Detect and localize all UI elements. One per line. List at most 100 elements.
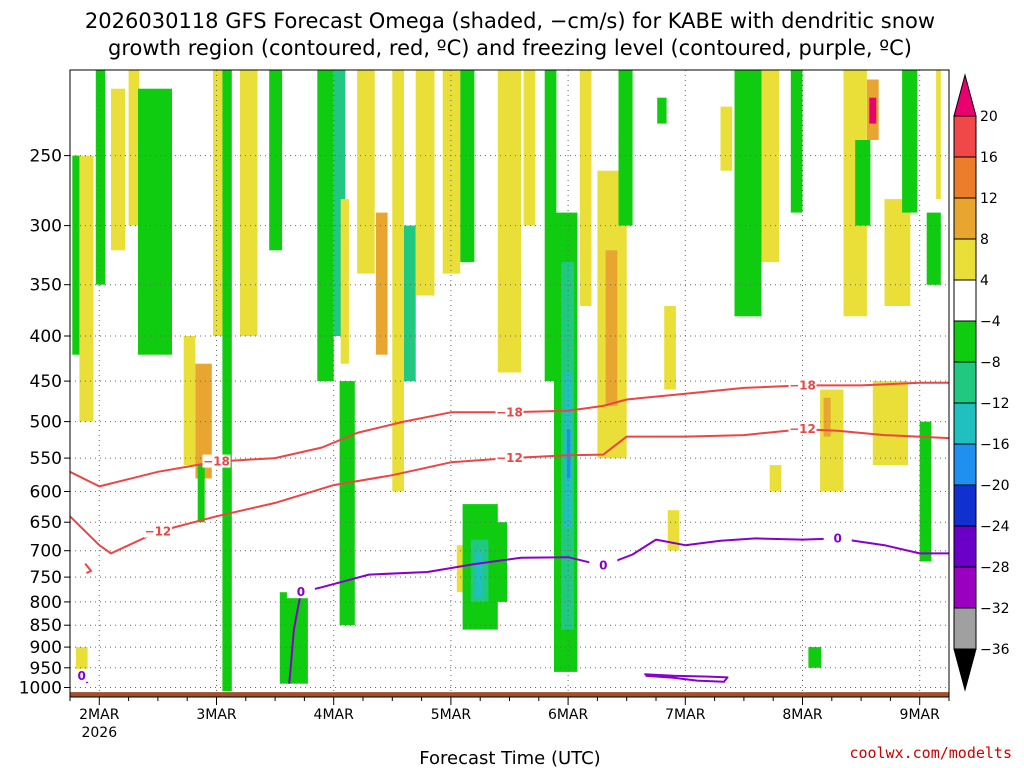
contour-label: −12	[145, 525, 172, 539]
omega-region	[761, 70, 780, 263]
time-tick-label: 2MAR	[79, 707, 120, 723]
omega-region	[375, 212, 388, 355]
omega-region	[195, 363, 212, 479]
colorbar-band	[953, 443, 977, 486]
omega-region	[111, 88, 126, 251]
ground-strip	[70, 692, 949, 697]
omega-region	[239, 70, 258, 336]
omega-region	[183, 336, 196, 466]
omega-region	[579, 70, 592, 306]
pressure-tick-label: 650	[30, 513, 62, 533]
colorbar-tick-label: −28	[980, 560, 1010, 576]
omega-region	[523, 70, 536, 226]
omega-region	[926, 212, 941, 285]
chart-title-line-1: 2026030118 GFS Forecast Omega (shaded, −…	[85, 9, 935, 33]
temperature-contours: −18 −18 −18 −12 −12 −12 0 0 0 0	[67, 378, 950, 684]
time-tick-sublabel: 2026	[81, 725, 117, 741]
contour-label: −18	[496, 405, 523, 419]
omega-region	[456, 545, 465, 593]
time-axis: 2MAR 2026 3MAR 4MAR 5MAR 6MAR 7MAR 8MAR 9MAR	[69, 697, 950, 741]
x-axis-label: Forecast Time (UTC)	[419, 748, 600, 768]
omega-region	[404, 225, 416, 382]
colorbar-tick-label: −12	[980, 396, 1010, 412]
pressure-tick-label: 850	[30, 616, 62, 636]
omega-region	[128, 70, 140, 226]
contour-label: −12	[789, 422, 816, 436]
contour-label-bg	[143, 524, 172, 538]
omega-region	[936, 70, 941, 200]
colorbar-band	[953, 279, 977, 322]
omega-region	[566, 429, 571, 479]
pressure-tick-label: 500	[30, 413, 62, 433]
colorbar-band	[953, 361, 977, 404]
chart-title-line-2: growth region (contoured, red, ºC) and f…	[108, 36, 912, 60]
colorbar-tick-label: −16	[980, 437, 1010, 453]
omega-region	[475, 550, 483, 598]
contour-label: −18	[789, 378, 816, 392]
ground-terrain	[70, 692, 949, 697]
contour-label-bg	[589, 558, 618, 572]
colorbar-tick-label: 12	[980, 191, 998, 207]
pressure-tick-label: 350	[30, 276, 62, 296]
freezing-level-contour	[644, 673, 729, 683]
omega-region	[657, 97, 667, 124]
plot-area: −18 −18 −18 −12 −12 −12 0 0 0 0	[67, 69, 950, 698]
pressure-tick-label: 700	[30, 542, 62, 562]
omega-region	[902, 70, 918, 213]
colorbar-band	[953, 484, 977, 527]
omega-region	[720, 106, 733, 171]
contour-label: −18	[203, 455, 230, 469]
colorbar-band	[953, 320, 977, 363]
omega-region	[808, 647, 822, 668]
omega-region	[72, 155, 81, 355]
colorbar-tick-label: 8	[980, 232, 989, 248]
contour-label: 0	[834, 531, 842, 545]
contour-label: 0	[78, 669, 86, 683]
omega-region	[415, 70, 435, 296]
pressure-tick-label: 300	[30, 217, 62, 237]
time-tick-label: 9MAR	[900, 707, 941, 723]
contour-label-bg	[823, 531, 852, 545]
contour-label-bg	[286, 585, 315, 599]
omega-region	[442, 70, 461, 274]
omega-region	[872, 381, 908, 465]
pressure-tick-label: 550	[30, 449, 62, 469]
contour-label-bg	[202, 454, 231, 468]
colorbar-band	[953, 566, 977, 609]
omega-region	[340, 199, 349, 364]
omega-region	[497, 70, 522, 373]
colorbar-tick-label: −8	[980, 355, 1001, 371]
colorbar-bottom-arrow	[953, 648, 977, 692]
colorbar-band	[953, 402, 977, 445]
contour-label: −12	[496, 451, 523, 465]
time-tick-label: 3MAR	[196, 707, 237, 723]
colorbar-band	[953, 197, 977, 240]
omega-region	[869, 97, 877, 124]
omega-region	[269, 70, 283, 251]
omega-shading	[72, 70, 941, 692]
credit-text: coolwx.com/modelts	[849, 744, 1012, 762]
colorbar-tick-label: 20	[980, 109, 998, 125]
pressure-tick-label: 800	[30, 593, 62, 613]
time-tick-label: 4MAR	[314, 707, 355, 723]
pressure-tick-label: 750	[30, 568, 62, 588]
colorbar-tick-label: −32	[980, 601, 1010, 617]
omega-region	[197, 465, 205, 523]
omega-region	[392, 70, 404, 492]
colorbar-band	[953, 525, 977, 568]
omega-region	[884, 199, 911, 306]
pressure-tick-label: 950	[30, 659, 62, 679]
omega-region	[790, 70, 803, 213]
contour-label: 0	[297, 585, 305, 599]
omega-region	[79, 155, 94, 422]
omega-region	[222, 70, 232, 692]
pressure-tick-label: 250	[30, 147, 62, 167]
time-tick-label: 6MAR	[548, 707, 589, 723]
pressure-tick-label: 1000	[19, 679, 62, 699]
omega-region	[460, 70, 475, 263]
omega-colorbar: 20 16 12 8 4 −4 −8 −12 −16 −20 −24 −28 −32 −36	[953, 73, 1010, 692]
omega-region	[213, 70, 223, 336]
colorbar-tick-label: −20	[980, 478, 1010, 494]
pressure-tick-label: 400	[30, 327, 62, 347]
